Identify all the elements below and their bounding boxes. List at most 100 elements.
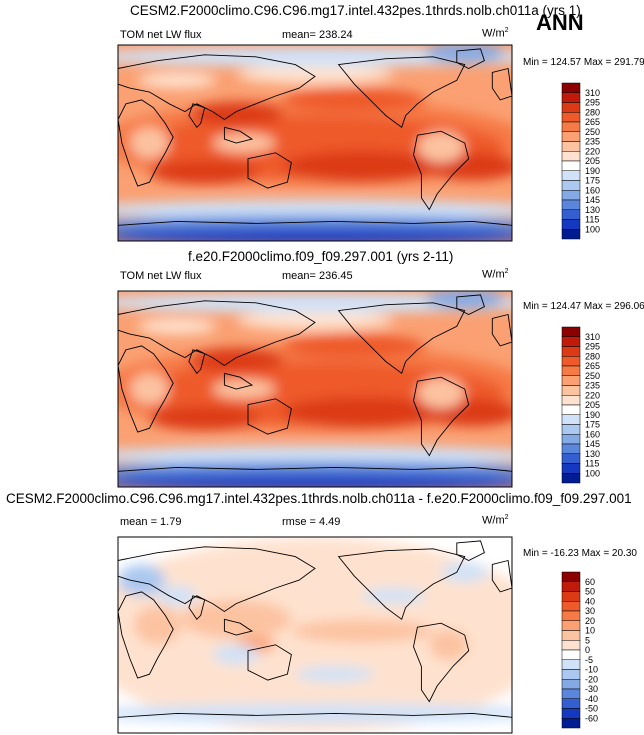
colorbar-swatch — [561, 209, 581, 220]
colorbar-swatch — [561, 229, 581, 240]
field-blob — [125, 115, 505, 179]
colorbar-swatch — [561, 395, 581, 406]
colorbar-swatch — [561, 571, 581, 582]
colorbar-swatch — [561, 375, 581, 386]
colorbar-swatch — [561, 404, 581, 415]
colorbar-swatch — [561, 160, 581, 171]
field-blob — [125, 361, 505, 425]
colorbar-tick-label: 235 — [585, 137, 600, 147]
field-blob — [236, 310, 394, 331]
field-blob — [236, 636, 276, 653]
field-blob — [362, 587, 426, 604]
colorbar-swatch — [561, 219, 581, 230]
panel-3-minmax: Min = -16.23 Max = 20.30 — [523, 548, 637, 559]
map-frame — [117, 290, 513, 488]
colorbar-swatch — [561, 463, 581, 474]
colorbar-swatch — [561, 424, 581, 435]
panel-3-units: W/m2 — [482, 514, 509, 527]
panel-3-mean: mean = 1.79 — [120, 516, 182, 528]
panel-3-rmse: rmse = 4.49 — [282, 516, 341, 528]
coastline — [491, 313, 512, 347]
panel-1-variable: TOM net LW flux — [120, 29, 202, 41]
coastline — [118, 546, 316, 613]
panel-3-title: CESM2.F2000climo.C96.C96.mg17.intel.432p… — [6, 491, 632, 506]
field-blob — [441, 562, 489, 583]
panel-2-variable: TOM net LW flux — [120, 270, 202, 282]
colorbar-tick-label: -50 — [585, 704, 598, 714]
colorbar-swatch — [561, 659, 581, 670]
colorbar-swatch — [561, 434, 581, 445]
field-blob — [212, 379, 276, 399]
field-blob — [118, 445, 512, 466]
coastline — [247, 398, 292, 435]
field-blob — [417, 131, 465, 163]
colorbar-swatch — [561, 640, 581, 651]
colorbar-tick-label: 280 — [585, 351, 600, 361]
field-blob — [118, 461, 512, 482]
colorbar-swatch — [561, 453, 581, 464]
field-blob — [291, 619, 434, 643]
coastline — [491, 67, 512, 101]
coastline — [456, 294, 485, 316]
colorbar-swatch — [561, 180, 581, 191]
colorbar-tick-label: 130 — [585, 449, 600, 459]
coastline — [118, 54, 316, 121]
colorbar-swatch — [561, 385, 581, 396]
field-blob — [283, 150, 442, 183]
map-frame — [117, 536, 513, 734]
field-blob — [149, 406, 260, 431]
colorbar-tick-label: 10 — [585, 626, 595, 636]
coastline — [456, 48, 485, 70]
colorbar-swatch — [561, 112, 581, 123]
panel-1-minmax: Min = 124.57 Max = 291.79 — [523, 57, 644, 68]
field-blob — [118, 703, 512, 724]
colorbar-tick-label: -60 — [585, 713, 598, 723]
colorbar-swatch — [561, 649, 581, 660]
colorbar-tick-label: 115 — [585, 459, 599, 469]
map-frame — [117, 44, 513, 242]
colorbar-swatch — [561, 102, 581, 113]
coastline — [188, 349, 206, 375]
coastline — [118, 300, 316, 367]
field-blob — [118, 199, 512, 220]
coastline — [118, 712, 512, 733]
colorbar-swatch — [561, 473, 581, 484]
colorbar-swatch — [561, 688, 581, 699]
field-blob — [118, 229, 512, 241]
season-label: ANN — [536, 10, 584, 35]
colorbar-swatch — [561, 141, 581, 152]
colorbar-swatch — [561, 346, 581, 357]
coastline — [118, 591, 174, 679]
colorbar-swatch — [561, 610, 581, 621]
colorbar-tick-label: 295 — [585, 98, 600, 108]
panel-2-title: f.e20.F2000climo.f09_f09.297.001 (yrs 2-… — [188, 249, 454, 264]
colorbar-swatch — [561, 620, 581, 631]
coastline — [223, 126, 254, 144]
field-blob — [425, 45, 505, 63]
panel-1-mean: mean= 238.24 — [282, 29, 353, 41]
field-blob — [118, 475, 512, 487]
colorbar-tick-label: 5 — [585, 635, 590, 645]
colorbar-tick-label: 20 — [585, 616, 595, 626]
colorbar-tick-label: -20 — [585, 674, 598, 684]
colorbar-tick-label: 160 — [585, 429, 600, 439]
coastline — [413, 622, 470, 703]
colorbar-swatch — [561, 131, 581, 142]
colorbar-tick-label: -5 — [585, 655, 593, 665]
colorbar-tick-label: 100 — [585, 468, 600, 478]
colorbar-swatch — [561, 170, 581, 181]
colorbar-tick-label: -10 — [585, 665, 598, 675]
colorbar-tick-label: 30 — [585, 606, 595, 616]
colorbar-tick-label: 220 — [585, 390, 600, 400]
coastline — [118, 99, 174, 187]
coastline — [491, 559, 512, 593]
coastline — [337, 548, 466, 621]
map-background — [118, 291, 512, 487]
panel-2-mean: mean= 236.45 — [282, 270, 353, 282]
field-blob — [212, 644, 260, 665]
coastline — [118, 466, 512, 487]
panel-1-units: W/m2 — [482, 27, 509, 40]
map-background — [118, 45, 512, 241]
colorbar-swatch — [561, 199, 581, 210]
field-blob — [417, 377, 465, 409]
